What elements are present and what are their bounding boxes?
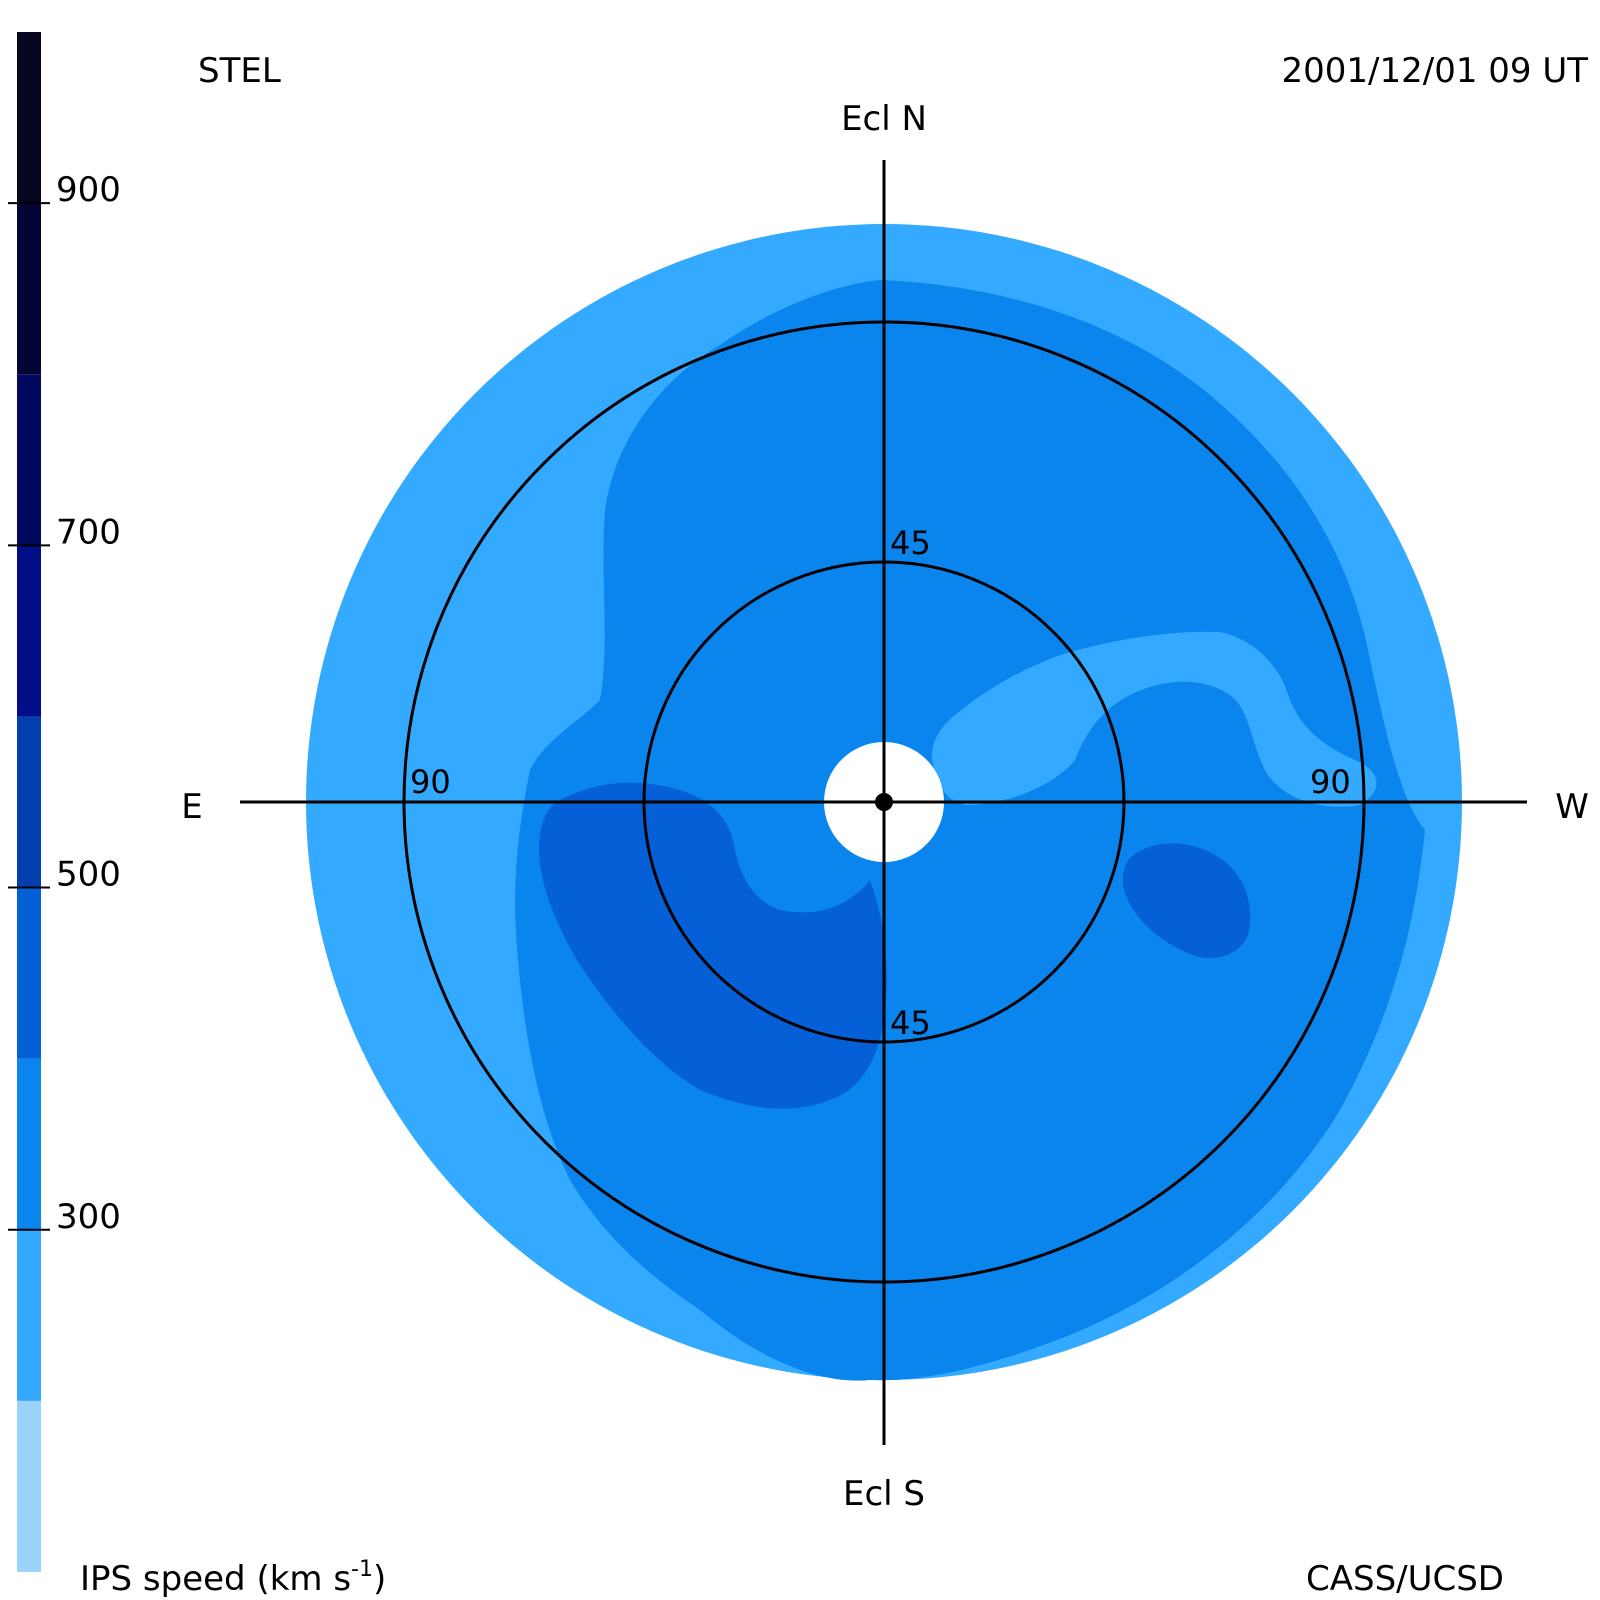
colorbar-tick-label-700: 700 <box>56 512 121 552</box>
colorbar <box>17 32 41 1572</box>
colorbar-title-close: ) <box>373 1559 386 1599</box>
timestamp-label: 2001/12/01 09 UT <box>1282 51 1589 91</box>
colorbar-ticks: 900 700 500 300 <box>8 170 121 1237</box>
colorbar-band-200-300 <box>17 1229 41 1401</box>
compass-west-label: W <box>1555 787 1589 827</box>
colorbar-title: IPS speed (km s-1) <box>80 1557 386 1599</box>
colorbar-band-500-600 <box>17 716 41 888</box>
colorbar-band-700-800 <box>17 374 41 546</box>
colorbar-tick-label-900: 900 <box>56 170 121 210</box>
compass-south-label: Ecl S <box>843 1474 925 1514</box>
colorbar-band-900-1000 <box>17 32 41 204</box>
sun-marker <box>875 793 893 811</box>
colorbar-tick-label-300: 300 <box>56 1197 121 1237</box>
colorbar-band-600-700 <box>17 545 41 717</box>
speed-region-400-500-blob <box>1122 843 1251 959</box>
credit-label: CASS/UCSD <box>1306 1559 1504 1599</box>
ring-label-90-west: 90 <box>1310 763 1351 801</box>
colorbar-band-400-500 <box>17 887 41 1059</box>
compass-north-label: Ecl N <box>841 99 927 139</box>
speed-region-300-400 <box>515 280 1425 1381</box>
ring-label-45-south: 45 <box>890 1004 931 1042</box>
speed-region-200-300-west <box>932 631 1377 807</box>
colorbar-title-exponent: -1 <box>351 1557 373 1582</box>
colorbar-band-800-900 <box>17 203 41 375</box>
ring-label-90-east: 90 <box>410 763 451 801</box>
sky-map <box>240 160 1527 1445</box>
colorbar-title-main: IPS speed (km s <box>80 1559 351 1599</box>
colorbar-band-300-400 <box>17 1058 41 1230</box>
observatory-label: STEL <box>198 51 281 91</box>
colorbar-band-100-200 <box>17 1400 41 1572</box>
compass-east-label: E <box>181 787 202 827</box>
colorbar-tick-label-500: 500 <box>56 855 121 895</box>
ring-label-45-north: 45 <box>890 524 931 562</box>
